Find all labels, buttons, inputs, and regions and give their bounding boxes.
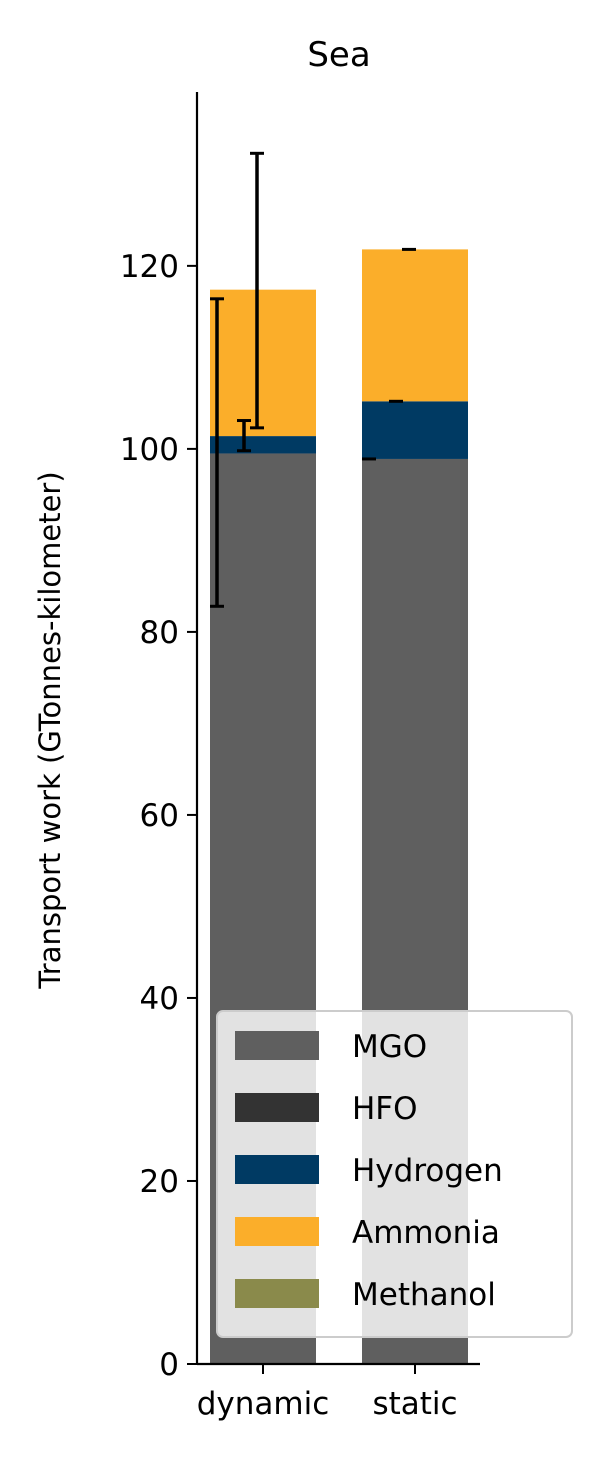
legend-swatch — [235, 1031, 319, 1060]
y-axis-label: Transport work (GTonnes-kilometer) — [33, 471, 67, 989]
y-tick-label: 40 — [140, 981, 179, 1017]
x-tick-label-dynamic: dynamic — [197, 1386, 330, 1422]
chart-title: Sea — [307, 35, 370, 75]
error-bar-dynamic-ammonia — [250, 151, 264, 430]
axes-layer: 0 20 40 60 80 100 120 dynamic static — [120, 92, 480, 1422]
error-bar-dynamic-mgo — [210, 297, 224, 608]
x-tick-label-static: static — [372, 1386, 457, 1422]
legend-label: MGO — [352, 1029, 427, 1065]
legend-swatch — [235, 1279, 319, 1308]
legend-swatch — [235, 1217, 319, 1246]
legend-item-hfo: HFO — [235, 1091, 418, 1127]
legend-item-hydrogen: Hydrogen — [235, 1153, 503, 1189]
legend-label: HFO — [352, 1091, 418, 1127]
error-bar-dynamic-hydrogen — [237, 419, 251, 453]
bar-static-hydrogen — [362, 401, 468, 459]
legend-item-methanol: Methanol — [235, 1277, 496, 1313]
y-tick-label: 120 — [120, 249, 179, 285]
legend-label: Ammonia — [352, 1215, 500, 1251]
legend-box — [216, 1010, 573, 1338]
legend-item-ammonia: Ammonia — [235, 1215, 500, 1251]
legend-swatch — [235, 1093, 319, 1122]
legend: MGO HFO Hydrogen Ammonia Methanol — [216, 1010, 573, 1338]
y-tick-label: 0 — [159, 1347, 179, 1383]
y-tick-label: 100 — [120, 432, 179, 468]
y-tick-label: 20 — [140, 1164, 179, 1200]
bar-static-ammonia — [362, 249, 468, 402]
legend-item-mgo: MGO — [235, 1029, 427, 1065]
legend-label: Hydrogen — [352, 1153, 503, 1189]
y-tick-label: 80 — [140, 615, 179, 651]
bar-dynamic-hydrogen — [210, 436, 316, 454]
legend-swatch — [235, 1155, 319, 1184]
error-bars-layer — [210, 151, 416, 608]
y-tick-label: 60 — [140, 798, 179, 834]
bar-dynamic-ammonia — [210, 289, 316, 437]
legend-label: Methanol — [352, 1277, 496, 1313]
